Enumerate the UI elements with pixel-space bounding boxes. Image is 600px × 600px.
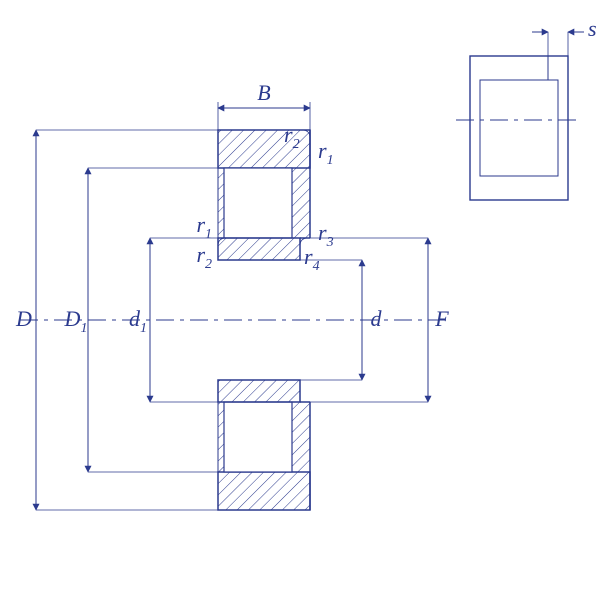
svg-text:d: d [371,306,383,331]
svg-text:r4: r4 [304,244,320,274]
svg-text:D: D [15,306,32,331]
inset-side-view: s [456,16,597,200]
svg-text:s: s [588,16,597,41]
svg-text:r2: r2 [196,242,212,272]
svg-text:D1: D1 [64,306,88,336]
main-cross-section: DD1d1dFBr1r2r1r2r3r4 [15,80,450,510]
svg-text:d1: d1 [129,306,147,336]
svg-text:r1: r1 [196,212,212,242]
svg-text:F: F [434,306,449,331]
svg-text:B: B [257,80,270,105]
svg-text:r1: r1 [318,138,334,168]
svg-text:r3: r3 [318,220,334,250]
